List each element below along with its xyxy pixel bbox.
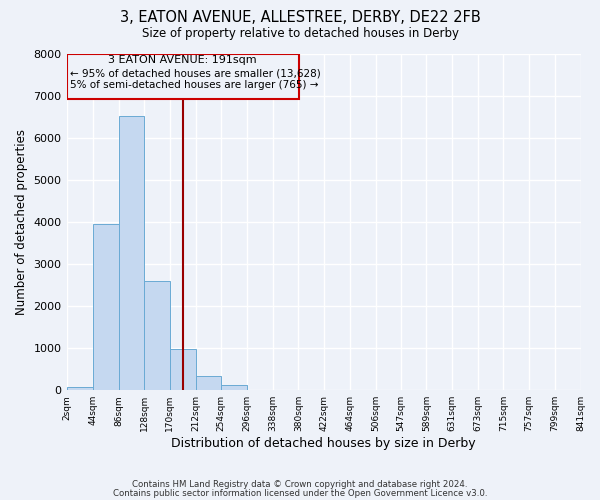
Bar (119, 116, 144, 390)
Y-axis label: Number of detached properties: Number of detached properties (15, 129, 28, 315)
Text: Contains public sector information licensed under the Open Government Licence v3: Contains public sector information licen… (113, 489, 487, 498)
Bar (170, 349, 196, 390)
Bar (144, 280, 170, 390)
X-axis label: Distribution of detached houses by size in Derby: Distribution of detached houses by size … (171, 437, 476, 450)
Bar (93, 224, 119, 390)
Text: Contains HM Land Registry data © Crown copyright and database right 2024.: Contains HM Land Registry data © Crown c… (132, 480, 468, 489)
Bar (196, 376, 221, 390)
Text: ← 95% of detached houses are smaller (13,628): ← 95% of detached houses are smaller (13… (70, 69, 320, 79)
Text: 5% of semi-detached houses are larger (765) →: 5% of semi-detached houses are larger (7… (70, 80, 318, 90)
Text: Size of property relative to detached houses in Derby: Size of property relative to detached ho… (142, 28, 458, 40)
Bar (221, 386, 247, 390)
Text: 3, EATON AVENUE, ALLESTREE, DERBY, DE22 2FB: 3, EATON AVENUE, ALLESTREE, DERBY, DE22 … (119, 10, 481, 25)
Bar (67, 388, 93, 390)
Text: 3 EATON AVENUE: 191sqm: 3 EATON AVENUE: 191sqm (109, 54, 257, 64)
Bar (67, 54, 299, 99)
